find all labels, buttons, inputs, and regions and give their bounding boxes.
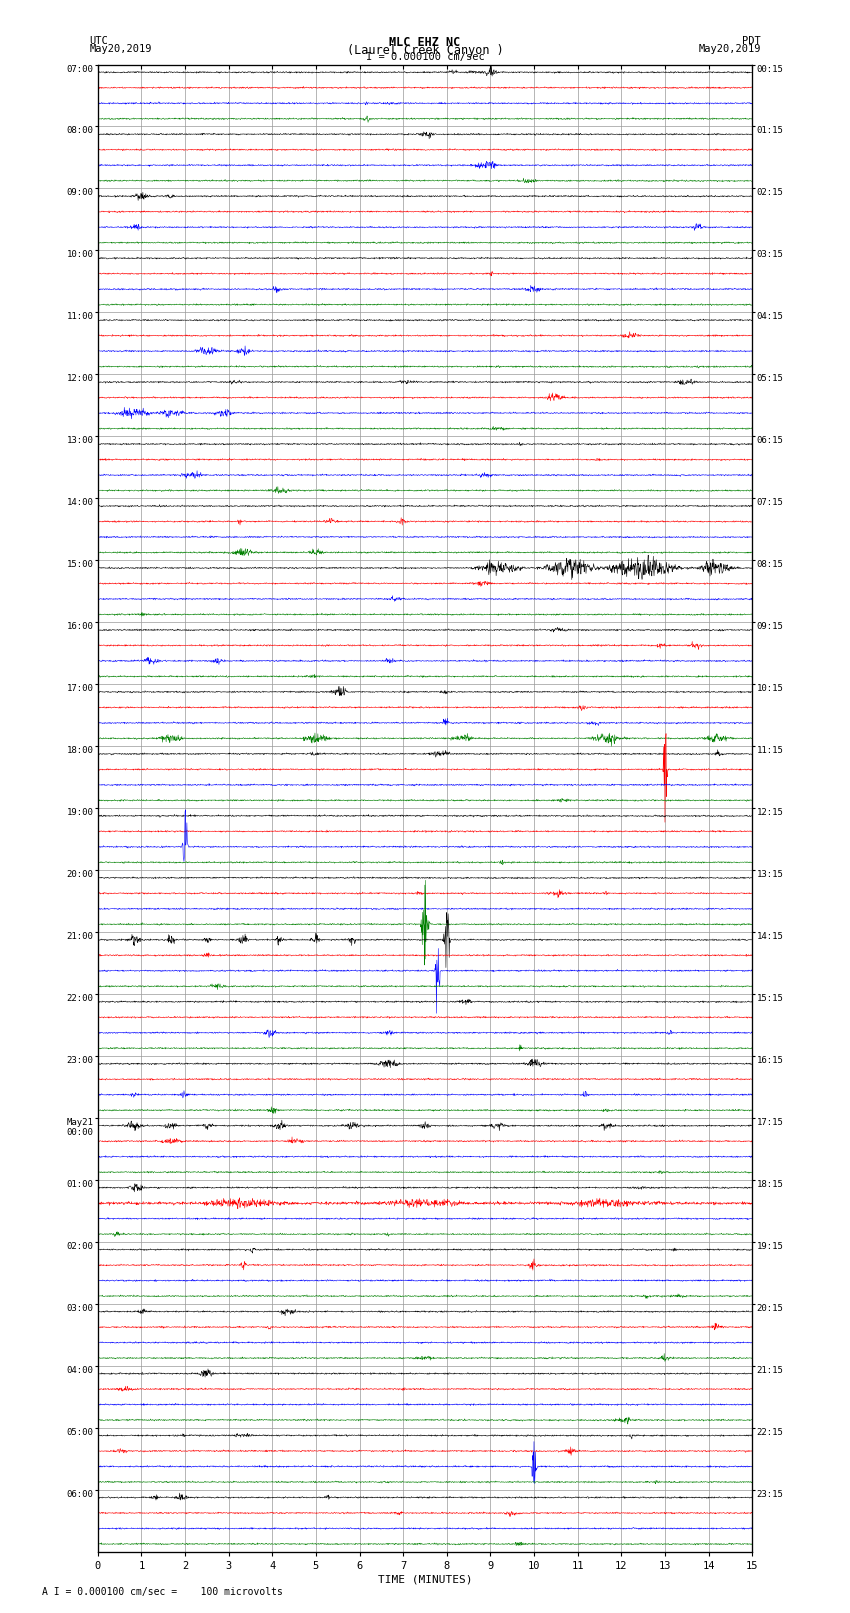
Text: May20,2019: May20,2019 <box>698 44 761 55</box>
Text: PDT: PDT <box>742 37 761 47</box>
Text: May20,2019: May20,2019 <box>89 44 152 55</box>
Text: (Laurel Creek Canyon ): (Laurel Creek Canyon ) <box>347 44 503 58</box>
Text: UTC: UTC <box>89 37 108 47</box>
X-axis label: TIME (MINUTES): TIME (MINUTES) <box>377 1574 473 1586</box>
Text: I = 0.000100 cm/sec: I = 0.000100 cm/sec <box>366 52 484 63</box>
Text: A I = 0.000100 cm/sec =    100 microvolts: A I = 0.000100 cm/sec = 100 microvolts <box>42 1587 283 1597</box>
Text: MLC EHZ NC: MLC EHZ NC <box>389 37 461 50</box>
